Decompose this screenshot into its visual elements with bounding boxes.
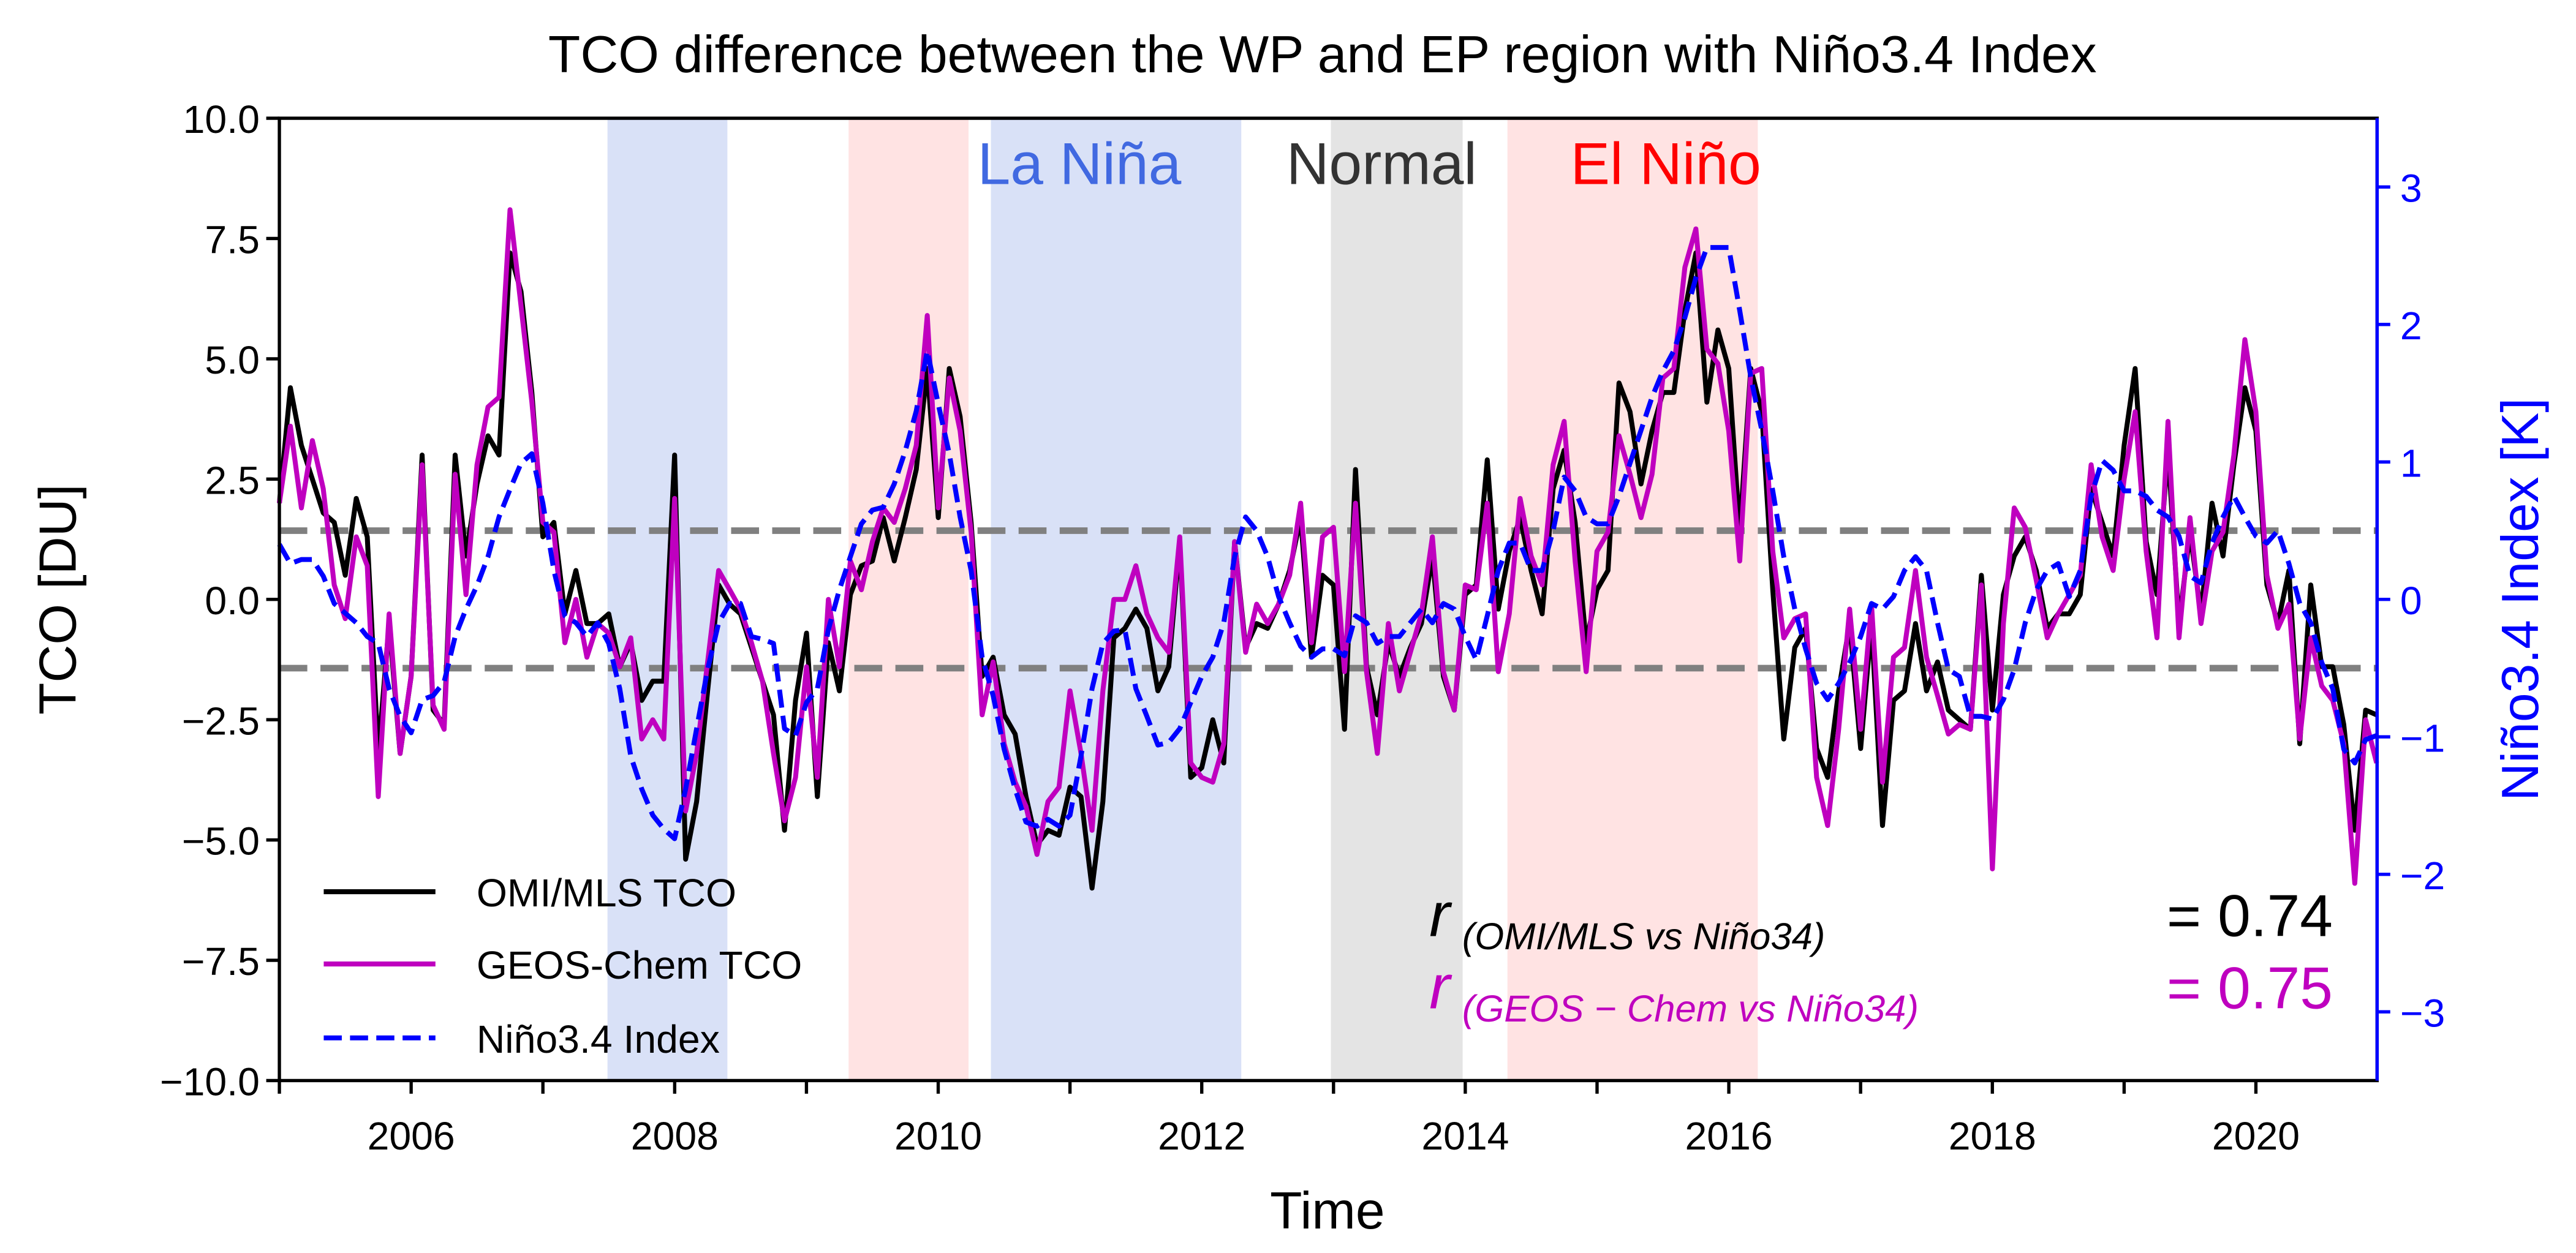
- x-axis-label: Time: [1270, 1181, 1384, 1240]
- phase-label-normal: Normal: [1286, 131, 1477, 197]
- r1-subscript: (OMI/MLS vs Niño34): [1462, 916, 1826, 958]
- phase-label-el-nino: El Niño: [1571, 131, 1761, 197]
- y-tick-label: −10.0: [160, 1060, 260, 1104]
- series-line-geos-chem-tco: [277, 207, 2379, 886]
- y-right-tick-label: −3: [2400, 991, 2445, 1035]
- x-tick-label: 2016: [1685, 1114, 1773, 1158]
- y-axis-label: TCO [DU]: [29, 484, 88, 715]
- y-tick-label: 0.0: [205, 579, 259, 623]
- x-tick-label: 2010: [894, 1114, 982, 1158]
- legend-label-omi: OMI/MLS TCO: [477, 871, 736, 915]
- y-tick-label: 2.5: [205, 458, 259, 502]
- y-axis-left: 10.0 7.5 5.0 2.5 0.0 −2.5 −5.0 −7.5 −10.0: [160, 97, 280, 1104]
- y-tick-label: 7.5: [205, 218, 259, 262]
- y-right-tick-label: −1: [2400, 716, 2445, 760]
- r2-symbol: r: [1429, 952, 1452, 1022]
- y-right-tick-label: 2: [2400, 304, 2422, 348]
- threshold-lines: [279, 527, 2378, 672]
- y-tick-label: −2.5: [182, 699, 260, 743]
- shaded-period-normal: [1331, 118, 1463, 1081]
- shaded-period-el-ni-o: [848, 118, 969, 1081]
- phase-label-la-nina: La Niña: [978, 131, 1182, 197]
- y-right-tick-label: −2: [2400, 854, 2445, 898]
- x-tick-label: 2018: [1949, 1114, 2036, 1158]
- x-tick-label: 2006: [368, 1114, 455, 1158]
- correlation-annotation: r (OMI/MLS vs Niño34) = 0.74 r (GEOS − C…: [1429, 879, 2333, 1029]
- y-axis-right: 3 2 1 0 −1 −2 −3: [2375, 118, 2445, 1081]
- legend-label-geos: GEOS-Chem TCO: [477, 943, 803, 987]
- y-tick-label: 10.0: [183, 97, 260, 141]
- plot-frame: [278, 116, 2379, 1083]
- r2-subscript: (GEOS − Chem vs Niño34): [1462, 988, 1919, 1030]
- series-line-ni-o3-4-index: [277, 245, 2378, 841]
- r1-value: = 0.74: [2167, 883, 2333, 949]
- x-tick-label: 2020: [2212, 1114, 2300, 1158]
- x-tick-label: 2008: [631, 1114, 719, 1158]
- y-tick-label: −7.5: [182, 939, 260, 984]
- x-tick-label: 2014: [1421, 1114, 1509, 1158]
- y-right-tick-label: 3: [2400, 166, 2422, 210]
- y-right-tick-label: 1: [2400, 441, 2422, 485]
- legend: OMI/MLS TCO GEOS-Chem TCO Niño3.4 Index: [323, 871, 802, 1061]
- x-tick-label: 2012: [1158, 1114, 1245, 1158]
- shaded-period-el-ni-o: [1507, 118, 1758, 1081]
- r2-value: = 0.75: [2167, 955, 2333, 1021]
- y-axis-right-label: Niño3.4 Index [K]: [2491, 398, 2550, 801]
- series-lines: [277, 207, 2379, 891]
- shaded-periods: [607, 118, 1758, 1081]
- x-axis: 2006 2008 2010 2012 2014 2016 2018 2020: [278, 1080, 2300, 1158]
- y-tick-label: −5.0: [182, 819, 260, 864]
- legend-label-nino: Niño3.4 Index: [477, 1017, 720, 1061]
- r1-symbol: r: [1429, 879, 1452, 949]
- y-right-tick-label: 0: [2400, 579, 2422, 623]
- chart-title: TCO difference between the WP and EP reg…: [548, 25, 2097, 84]
- y-tick-label: 5.0: [205, 338, 259, 382]
